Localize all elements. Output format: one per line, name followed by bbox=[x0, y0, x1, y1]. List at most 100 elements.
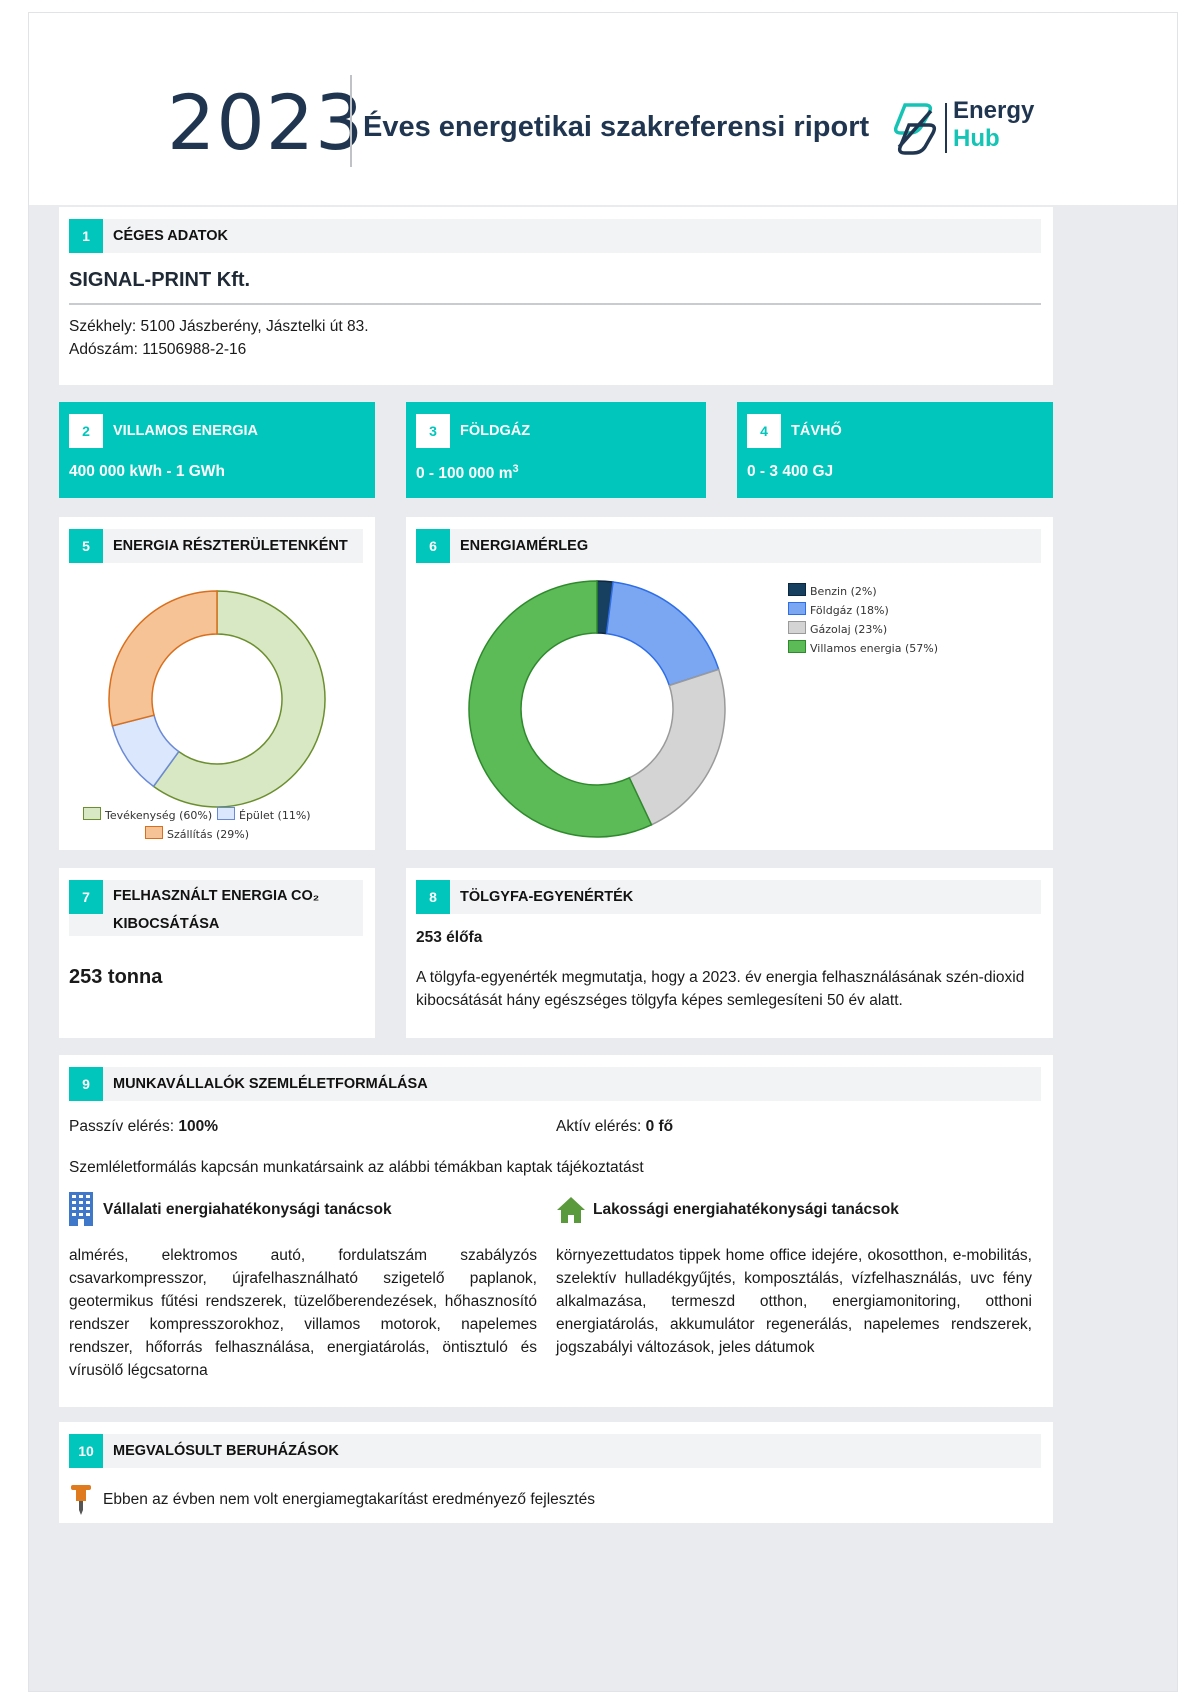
company-divider bbox=[69, 303, 1041, 305]
oak-equivalent-value: 253 élőfa bbox=[416, 929, 483, 946]
electricity-range: 400 000 kWh - 1 GWh bbox=[69, 463, 225, 480]
corporate-tips-title: Vállalati energiahatékonysági tanácsok bbox=[103, 1201, 392, 1218]
section-title: TÖLGYFA-EGYENÉRTÉK bbox=[460, 889, 634, 905]
legend-item-transport: Szállítás (29%) bbox=[145, 826, 249, 841]
section-header: 7 FELHASZNÁLT ENERGIA CO₂ KIBOCSÁTÁSA bbox=[69, 880, 363, 936]
section-title: CÉGES ADATOK bbox=[113, 228, 228, 244]
legend-label: Épület (11%) bbox=[239, 809, 311, 822]
active-reach-value: 0 fő bbox=[645, 1118, 674, 1135]
section-title: MUNKAVÁLLALÓK SZEMLÉLETFORMÁLÁSA bbox=[113, 1076, 428, 1092]
section-header: 2 VILLAMOS ENERGIA bbox=[69, 414, 365, 448]
legend-label: Benzin (2%) bbox=[810, 585, 877, 598]
report-page: 2023 Éves energetikai szakreferensi ripo… bbox=[28, 12, 1178, 1692]
report-title: Éves energetikai szakreferensi riport bbox=[363, 111, 870, 143]
donut-slice-activity bbox=[152, 590, 326, 808]
legend-label: Földgáz (18%) bbox=[810, 604, 889, 617]
section-number: 9 bbox=[69, 1067, 103, 1101]
oak-equivalent-description: A tölgyfa-egyenérték megmutatja, hogy a … bbox=[416, 969, 1025, 1009]
energy-by-area-legend: Tevékenység (60%) Épület (11%) Szállítás… bbox=[59, 807, 375, 843]
legend-label: Szállítás (29%) bbox=[167, 828, 249, 841]
legend-item-petrol: Benzin (2%) bbox=[788, 583, 877, 598]
section-header: 3 FÖLDGÁZ bbox=[416, 414, 696, 448]
company-address: Székhely: 5100 Jászberény, Jásztelki út … bbox=[69, 318, 369, 335]
section-title: VILLAMOS ENERGIA bbox=[113, 423, 259, 439]
investments-text: Ebben az évben nem volt energiamegtakarí… bbox=[103, 1491, 595, 1508]
section-investments: 10 MEGVALÓSULT BERUHÁZÁSOK Ebben az évbe… bbox=[59, 1422, 1053, 1523]
section-number: 7 bbox=[69, 880, 103, 914]
donut-slice-natural-gas bbox=[605, 581, 720, 687]
legend-swatch bbox=[788, 640, 806, 653]
legend-item-diesel: Gázolaj (23%) bbox=[788, 621, 887, 636]
section-title-line1: FELHASZNÁLT ENERGIA CO₂ bbox=[113, 888, 320, 904]
section-header: 4 TÁVHŐ bbox=[747, 414, 1043, 448]
section-title: ENERGIAMÉRLEG bbox=[460, 538, 589, 554]
section-title: MEGVALÓSULT BERUHÁZÁSOK bbox=[113, 1443, 339, 1459]
section-number: 4 bbox=[747, 414, 781, 448]
passive-reach-value: 100% bbox=[178, 1118, 219, 1135]
section-header: 5 ENERGIA RÉSZTERÜLETENKÉNT bbox=[69, 529, 363, 563]
jackhammer-icon bbox=[71, 1485, 91, 1515]
section-number: 3 bbox=[416, 414, 450, 448]
section-header: 8 TÖLGYFA-EGYENÉRTÉK bbox=[416, 880, 1041, 914]
section-number: 10 bbox=[69, 1434, 103, 1468]
natural-gas-range: 0 - 100 000 m3 bbox=[416, 463, 519, 483]
company-name: SIGNAL-PRINT Kft. bbox=[69, 269, 251, 291]
natural-gas-range-value: 0 - 100 000 m bbox=[416, 465, 513, 483]
section-energy-by-area: 5 ENERGIA RÉSZTERÜLETENKÉNT Tevékenység … bbox=[59, 517, 375, 850]
legend-swatch bbox=[788, 621, 806, 634]
section-title: ENERGIA RÉSZTERÜLETENKÉNT bbox=[113, 538, 348, 554]
passive-reach: Passzív elérés: 100% bbox=[69, 1115, 218, 1138]
section-header: 10 MEGVALÓSULT BERUHÁZÁSOK bbox=[69, 1434, 1041, 1468]
energyhub-logo-mark-icon bbox=[893, 103, 937, 155]
legend-swatch bbox=[788, 602, 806, 615]
section-employee-awareness: 9 MUNKAVÁLLALÓK SZEMLÉLETFORMÁLÁSA Passz… bbox=[59, 1055, 1053, 1407]
legend-item-building: Épület (11%) bbox=[217, 807, 311, 822]
energy-balance-donut-chart bbox=[468, 580, 726, 838]
section-natural-gas: 3 FÖLDGÁZ 0 - 100 000 m3 bbox=[406, 402, 706, 498]
section-number: 2 bbox=[69, 414, 103, 448]
report-year: 2023 bbox=[167, 78, 365, 167]
section-energy-balance: 6 ENERGIAMÉRLEG Benzin (2%) Földgáz (18%… bbox=[406, 517, 1053, 850]
corporate-tips-text: almérés, elektromos autó, fordulatszám s… bbox=[69, 1247, 537, 1379]
section-title-line2: KIBOCSÁTÁSA bbox=[113, 916, 220, 932]
legend-item-natural-gas: Földgáz (18%) bbox=[788, 602, 889, 617]
donut-slice-transport bbox=[108, 590, 218, 727]
section-number: 8 bbox=[416, 880, 450, 914]
passive-reach-label: Passzív elérés: bbox=[69, 1118, 179, 1135]
section-number: 5 bbox=[69, 529, 103, 563]
legend-swatch bbox=[217, 807, 235, 820]
residential-tips-title: Lakossági energiahatékonysági tanácsok bbox=[593, 1201, 899, 1218]
donut-slice-diesel bbox=[628, 668, 726, 826]
district-heating-range: 0 - 3 400 GJ bbox=[747, 463, 834, 480]
report-header: 2023 Éves energetikai szakreferensi ripo… bbox=[29, 13, 1177, 205]
section-electricity: 2 VILLAMOS ENERGIA 400 000 kWh - 1 GWh bbox=[59, 402, 375, 498]
energy-balance-legend: Benzin (2%) Földgáz (18%) Gázolaj (23%) … bbox=[788, 583, 1028, 663]
section-number: 6 bbox=[416, 529, 450, 563]
legend-item-activity: Tevékenység (60%) bbox=[83, 807, 212, 822]
legend-label: Tevékenység (60%) bbox=[105, 809, 213, 822]
co2-value: 253 tonna bbox=[69, 966, 163, 988]
natural-gas-unit-exponent: 3 bbox=[512, 463, 519, 475]
legend-swatch bbox=[145, 826, 163, 839]
section-title: FÖLDGÁZ bbox=[460, 423, 531, 439]
legend-swatch bbox=[788, 583, 806, 596]
awareness-intro: Szemléletformálás kapcsán munkatársaink … bbox=[69, 1159, 644, 1176]
donut-slice-electricity bbox=[468, 580, 653, 838]
energyhub-logo: Energy Hub bbox=[891, 97, 1041, 159]
logo-divider bbox=[945, 103, 947, 153]
logo-word-energy: Energy bbox=[953, 97, 1035, 124]
header-divider bbox=[350, 75, 352, 167]
section-company-data: 1 CÉGES ADATOK SIGNAL-PRINT Kft. Székhel… bbox=[59, 207, 1053, 385]
company-tax-number: Adószám: 11506988-2-16 bbox=[69, 341, 247, 358]
section-title: FELHASZNÁLT ENERGIA CO₂ KIBOCSÁTÁSA bbox=[113, 882, 319, 938]
active-reach-label: Aktív elérés: bbox=[556, 1118, 646, 1135]
logo-word-hub: Hub bbox=[953, 125, 1000, 152]
section-header: 1 CÉGES ADATOK bbox=[69, 219, 1041, 253]
section-oak-equivalent: 8 TÖLGYFA-EGYENÉRTÉK 253 élőfa A tölgyfa… bbox=[406, 868, 1053, 1038]
office-building-icon bbox=[69, 1192, 93, 1226]
house-icon bbox=[557, 1197, 585, 1223]
legend-label: Villamos energia (57%) bbox=[810, 642, 939, 655]
section-number: 1 bbox=[69, 219, 103, 253]
section-header: 6 ENERGIAMÉRLEG bbox=[416, 529, 1041, 563]
section-header: 9 MUNKAVÁLLALÓK SZEMLÉLETFORMÁLÁSA bbox=[69, 1067, 1041, 1101]
